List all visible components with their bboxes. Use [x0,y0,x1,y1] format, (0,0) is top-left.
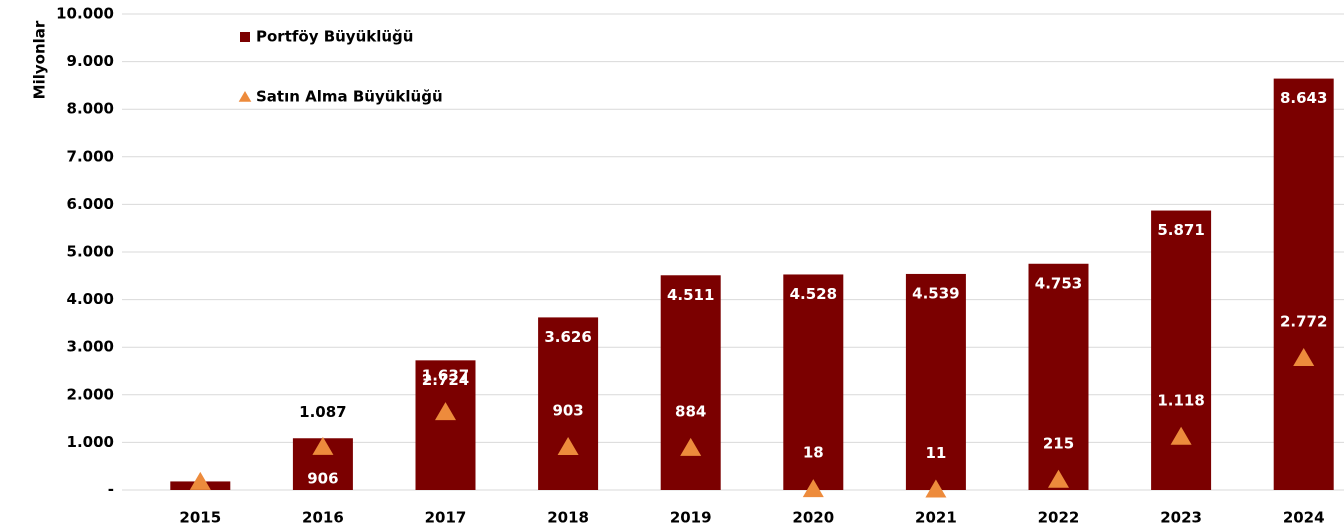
y-tick-label: 3.000 [67,338,114,356]
y-tick-label: 4.000 [67,290,114,308]
x-tick-label: 2019 [670,509,712,527]
legend-label: Satın Alma Büyüklüğü [256,88,443,106]
bar [1273,78,1334,490]
bar [538,317,599,490]
marker [802,479,824,498]
x-tick-label: 2024 [1283,509,1325,527]
marker-value-label: 2.772 [1280,313,1327,331]
y-tick-label: 5.000 [67,243,114,261]
marker-value-label: 1.118 [1157,391,1204,409]
y-tick-label: 7.000 [67,147,114,165]
y-axis-label: Milyonlar [31,20,49,99]
y-tick-label: 8.000 [67,100,114,118]
marker [925,479,947,498]
bar [1151,210,1212,490]
y-tick-label: 9.000 [67,52,114,70]
legend-swatch [238,91,252,102]
marker [189,471,211,490]
y-tick-label: 10.000 [56,5,114,23]
marker [680,437,702,456]
marker-value-label: 1.637 [422,367,469,385]
bar-value-label: 4.511 [667,286,714,304]
bar-value-label: 1.087 [299,403,346,421]
bar-value-label: 4.528 [790,285,837,303]
bar-value-label: 8.643 [1280,89,1327,107]
bar-value-label: 3.626 [544,328,591,346]
bar [660,275,721,490]
x-tick-label: 2020 [792,509,834,527]
x-tick-label: 2022 [1038,509,1080,527]
bar-value-label: 4.539 [912,284,959,302]
marker [1048,469,1069,488]
y-tick-label: 1.000 [67,433,114,451]
y-tick-label: - [108,481,114,499]
bar [783,274,844,490]
marker-value-label: 884 [675,402,706,420]
marker [557,437,579,456]
marker [435,402,456,421]
bar-value-label: 4.753 [1035,274,1082,292]
bar-value-label: 2.724 [422,371,469,389]
marker-value-label: 903 [552,402,583,420]
marker-value-label: 215 [1043,434,1074,452]
marker [312,436,334,455]
y-tick-label: 6.000 [67,195,114,213]
marker [1170,426,1192,445]
marker [1293,348,1315,367]
bar [415,360,476,490]
marker-value-label: 906 [307,469,338,487]
marker-value-label: 18 [803,444,824,462]
x-tick-label: 2017 [425,509,467,527]
bar-value-label: 5.871 [1157,221,1204,239]
x-tick-label: 2021 [915,509,957,527]
x-tick-label: 2018 [547,509,589,527]
bar [1028,263,1089,490]
legend-label: Portföy Büyüklüğü [256,28,413,46]
legend-swatch [240,32,250,42]
x-tick-label: 2016 [302,509,344,527]
x-tick-label: 2015 [179,509,221,527]
y-tick-label: 2.000 [67,385,114,403]
bar [905,273,966,490]
marker-value-label: 11 [925,444,946,462]
x-tick-label: 2023 [1160,509,1202,527]
